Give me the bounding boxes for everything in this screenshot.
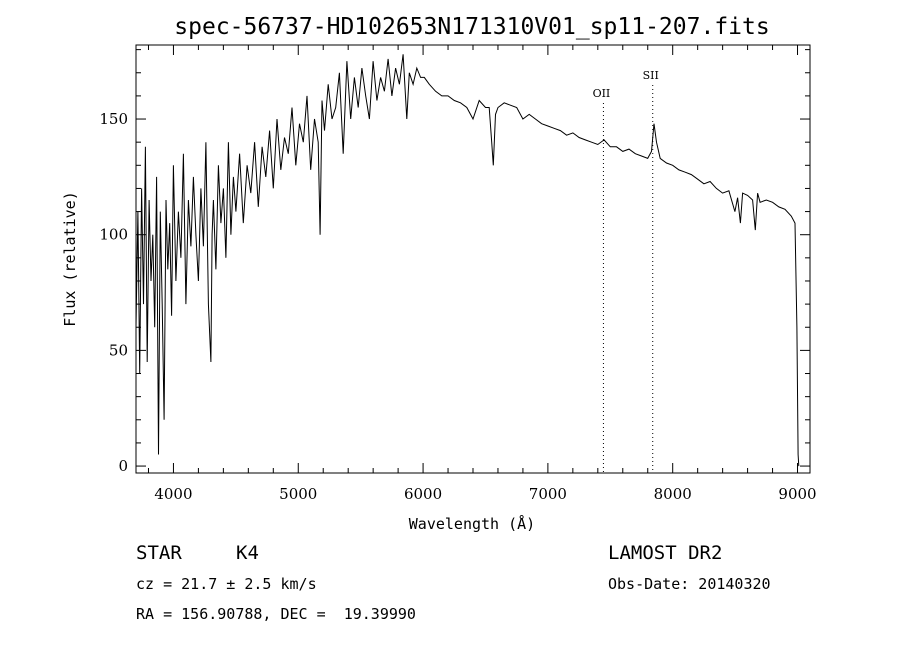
axis-ticks: 4000 5000 6000 7000 8000 9000 0 50 100 150 bbox=[99, 45, 817, 503]
y-tick-label: 50 bbox=[109, 341, 128, 359]
coordinates: RA = 156.90788, DEC = 19.39990 bbox=[136, 605, 416, 623]
annotation-label: SII bbox=[643, 69, 659, 82]
annotation-label: OII bbox=[593, 87, 611, 100]
x-tick-label: 6000 bbox=[404, 485, 442, 503]
plot-frame bbox=[135, 44, 811, 474]
survey-name: LAMOST DR2 bbox=[608, 542, 723, 564]
chart-title: spec-56737-HD102653N171310V01_sp11-207.f… bbox=[174, 14, 769, 40]
line-annotations: OII SII bbox=[593, 69, 659, 473]
object-type: STAR bbox=[136, 542, 182, 564]
x-tick-label: 8000 bbox=[654, 485, 692, 503]
y-tick-label: 100 bbox=[99, 226, 128, 244]
redshift-info: cz = 21.7 ± 2.5 km/s bbox=[136, 575, 317, 593]
y-axis-label: Flux (relative) bbox=[61, 191, 79, 326]
y-tick-label: 0 bbox=[118, 457, 128, 475]
observation-date: Obs-Date: 20140320 bbox=[608, 575, 771, 593]
spectrum-line bbox=[135, 54, 800, 467]
object-subclass: K4 bbox=[236, 542, 259, 564]
x-tick-label: 9000 bbox=[778, 485, 816, 503]
x-tick-label: 5000 bbox=[279, 485, 317, 503]
x-tick-label: 7000 bbox=[529, 485, 567, 503]
x-axis-label: Wavelength (Å) bbox=[409, 514, 535, 533]
x-tick-label: 4000 bbox=[154, 485, 192, 503]
y-tick-label: 150 bbox=[99, 110, 128, 128]
